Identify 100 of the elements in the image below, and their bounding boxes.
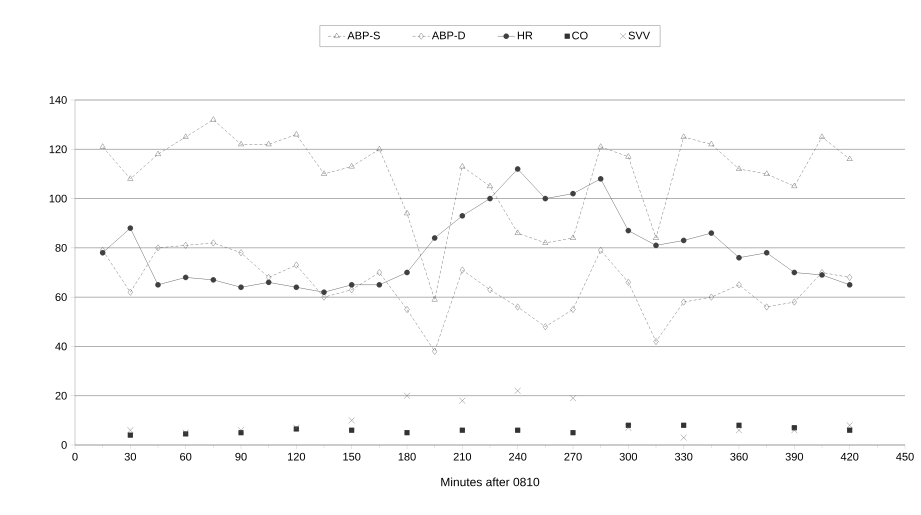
- point: [846, 422, 853, 428]
- point: [404, 270, 410, 276]
- y-tick-label: 0: [62, 441, 67, 449]
- x-axis-title: Minutes after 0810: [441, 477, 540, 486]
- point: [155, 282, 161, 288]
- point: [626, 278, 631, 286]
- y-tick-label: 140: [50, 96, 67, 104]
- point: [155, 150, 161, 156]
- point: [598, 143, 604, 149]
- x-tick-label: 450: [896, 452, 914, 461]
- point: [183, 242, 188, 249]
- x-tick-label: 420: [840, 452, 858, 461]
- point: [680, 134, 687, 139]
- point: [460, 266, 465, 274]
- point: [294, 284, 300, 290]
- point: [487, 196, 493, 202]
- x-tick-label: 360: [730, 452, 748, 461]
- point: [736, 281, 742, 288]
- point: [432, 235, 438, 241]
- point: [348, 417, 355, 424]
- point: [515, 304, 520, 310]
- x-tick-label: 300: [620, 452, 638, 461]
- y-tick-label: 120: [50, 145, 67, 154]
- point: [791, 182, 798, 188]
- point: [238, 249, 244, 256]
- point: [293, 131, 300, 136]
- point: [238, 427, 244, 434]
- point: [321, 170, 327, 176]
- point: [100, 250, 106, 256]
- point: [625, 153, 632, 158]
- point: [570, 234, 576, 240]
- point: [515, 428, 520, 433]
- point: [376, 269, 382, 276]
- point: [376, 282, 382, 288]
- point: [653, 242, 659, 248]
- point: [210, 116, 216, 122]
- point: [404, 430, 410, 436]
- legend-label: ABP-S: [347, 32, 380, 40]
- point: [846, 156, 853, 161]
- point: [514, 230, 521, 235]
- point: [764, 250, 770, 256]
- point: [182, 274, 188, 280]
- point: [321, 294, 327, 301]
- x-tick-label: 390: [786, 452, 804, 461]
- point: [238, 284, 244, 290]
- point: [598, 246, 604, 254]
- point: [127, 427, 134, 434]
- point: [404, 306, 410, 313]
- point: [348, 282, 354, 288]
- point: [681, 422, 686, 428]
- point: [348, 163, 355, 168]
- point: [626, 228, 632, 234]
- point: [514, 166, 520, 172]
- point: [792, 298, 797, 306]
- point: [736, 427, 742, 434]
- point: [376, 146, 382, 152]
- x-tick-label: 210: [454, 452, 472, 461]
- point: [598, 176, 604, 182]
- y-tick-label: 60: [56, 293, 67, 302]
- point: [791, 427, 798, 434]
- point: [487, 286, 493, 294]
- y-tick-label: 80: [55, 244, 67, 252]
- point: [819, 272, 825, 278]
- point: [321, 289, 327, 296]
- point: [625, 424, 632, 431]
- x-tick-label: 90: [235, 452, 247, 461]
- point: [708, 294, 714, 301]
- x-tick-label: 120: [288, 452, 306, 461]
- point: [349, 428, 354, 433]
- point: [182, 134, 189, 139]
- point: [847, 274, 852, 281]
- point: [404, 210, 410, 216]
- x-tick-label: 330: [674, 452, 692, 461]
- x-tick-label: 30: [124, 452, 136, 461]
- x-tick-label: 270: [564, 452, 582, 461]
- point: [266, 140, 272, 146]
- point: [294, 262, 299, 269]
- point: [127, 175, 134, 181]
- x-tick-label: 180: [398, 452, 416, 461]
- point: [404, 392, 410, 399]
- point: [542, 240, 548, 245]
- x-tick-label: 60: [180, 452, 192, 461]
- point: [432, 348, 438, 355]
- x-tick-label: 240: [509, 452, 526, 461]
- point: [708, 230, 714, 236]
- legend-label: CO: [572, 32, 588, 40]
- x-tick-label: 0: [72, 452, 78, 461]
- point: [487, 182, 493, 188]
- y-tick-label: 20: [56, 392, 67, 400]
- point: [736, 422, 742, 428]
- point: [846, 282, 852, 288]
- point: [653, 234, 659, 240]
- point: [653, 338, 659, 345]
- legend-label: HR: [518, 32, 532, 40]
- y-tick-label: 40: [55, 342, 67, 350]
- point: [128, 432, 133, 438]
- point: [128, 288, 133, 296]
- point: [736, 254, 742, 261]
- point: [542, 196, 548, 202]
- point: [792, 270, 798, 276]
